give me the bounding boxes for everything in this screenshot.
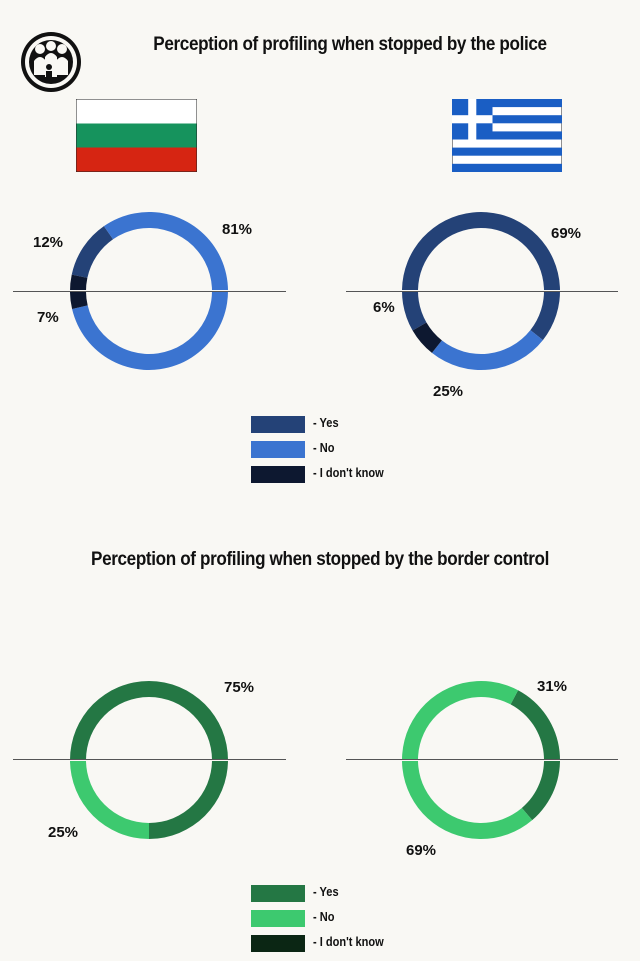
- data-label: 12%: [33, 234, 63, 251]
- data-label: 6%: [373, 299, 395, 316]
- bulgaria-flag-icon: [76, 99, 197, 172]
- legend-swatch: [251, 935, 305, 952]
- data-label: 25%: [433, 383, 463, 400]
- legend-swatch: [251, 441, 305, 458]
- slice-dont-know: [412, 322, 442, 353]
- data-label: 7%: [37, 309, 59, 326]
- border-section-title: Perception of profiling when stopped by …: [91, 549, 549, 570]
- legend-swatch: [251, 416, 305, 433]
- legend-label: - Yes: [313, 415, 339, 430]
- slice-yes: [71, 226, 114, 278]
- legend-swatch: [251, 466, 305, 483]
- legend-label: - I don't know: [313, 934, 384, 949]
- legend-swatch: [251, 885, 305, 902]
- data-label: 69%: [551, 225, 581, 242]
- slice-yes: [402, 212, 560, 341]
- slice-yes: [510, 690, 560, 821]
- people-circle-logo-icon: [21, 32, 81, 92]
- slice-no: [431, 330, 543, 371]
- legend-label: - No: [313, 440, 335, 455]
- legend-label: - I don't know: [313, 465, 384, 480]
- data-label: 75%: [224, 679, 254, 696]
- legend-label: - No: [313, 909, 335, 924]
- slice-no: [402, 680, 533, 840]
- greece-flag-icon: [452, 99, 562, 172]
- police-section-title: Perception of profiling when stopped by …: [153, 34, 547, 55]
- data-label: 81%: [222, 221, 252, 238]
- data-label: 25%: [48, 824, 78, 841]
- legend-swatch: [251, 910, 305, 927]
- slice-no: [70, 760, 149, 839]
- legend-label: - Yes: [313, 884, 339, 899]
- data-label: 69%: [406, 842, 436, 859]
- data-label: 31%: [537, 678, 567, 695]
